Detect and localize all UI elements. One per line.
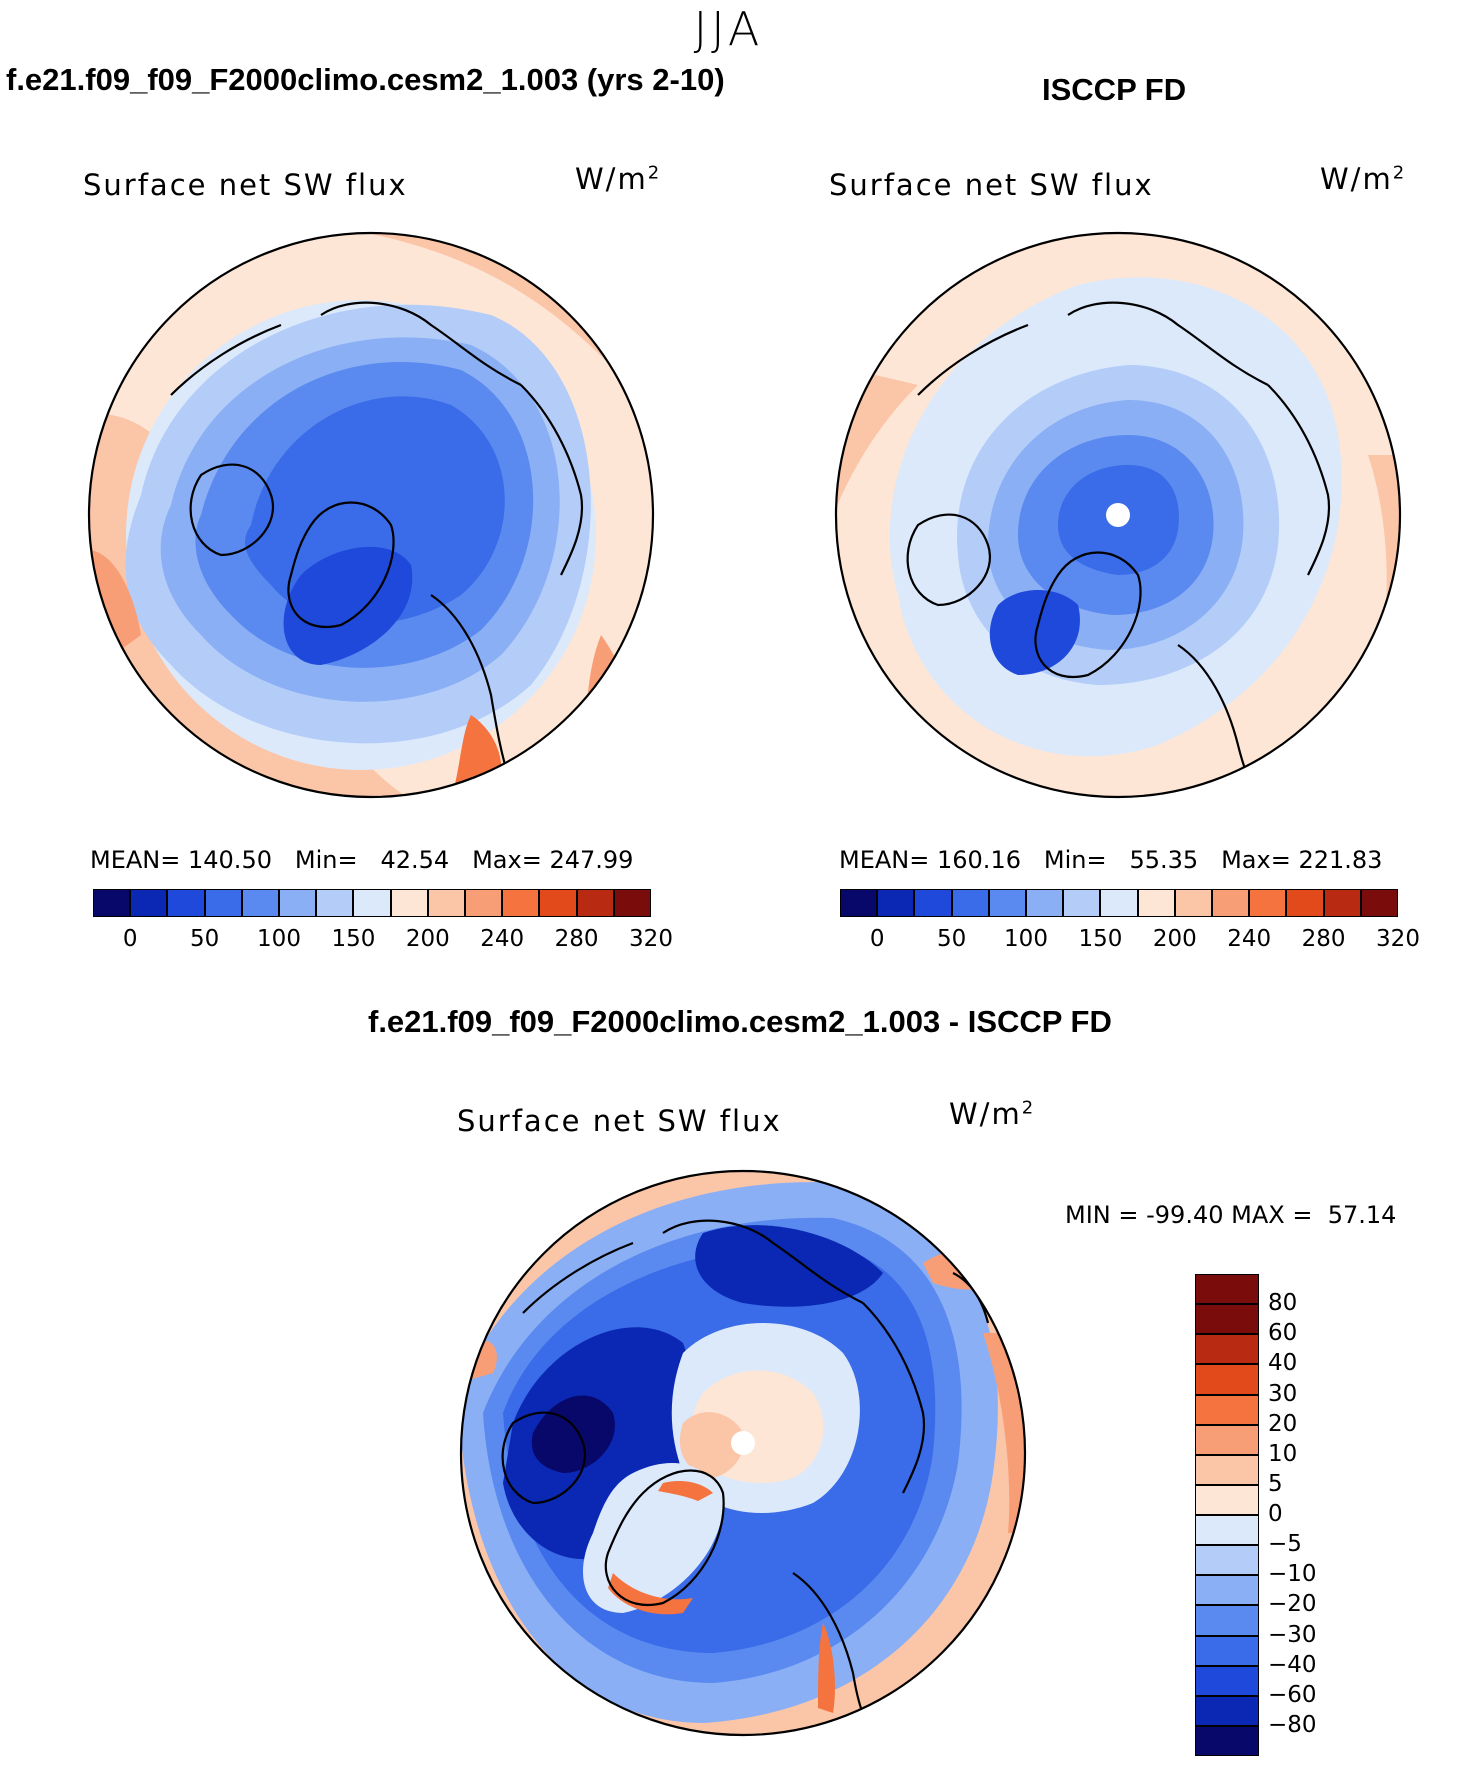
colorbar-label: 60 bbox=[1268, 1320, 1298, 1347]
colorbar-label: 320 bbox=[1376, 926, 1420, 952]
obs-units: W/m2 bbox=[1320, 162, 1407, 196]
diff-minmax: MIN = -99.40 MAX = 57.14 bbox=[1065, 1201, 1397, 1229]
colorbar-label: 0 bbox=[869, 926, 885, 952]
diff-colorbar-labels: 80 60 40 30 20 10 5 0 −5 −10 −20 −30 −40 −60 −80 bbox=[1268, 1274, 1348, 1756]
model-units: W/m2 bbox=[575, 162, 662, 196]
colorbar-swatch bbox=[1323, 889, 1361, 917]
colorbar-swatch bbox=[1212, 889, 1250, 917]
colorbar-label: −5 bbox=[1268, 1531, 1302, 1558]
colorbar-label: 10 bbox=[1268, 1440, 1298, 1467]
obs-variable-title: Surface net SW flux bbox=[829, 168, 1154, 202]
model-stats: MEAN= 140.50 Min= 42.54 Max= 247.99 bbox=[90, 846, 634, 874]
colorbar-swatch bbox=[1195, 1515, 1259, 1546]
diff-title: f.e21.f09_f09_F2000climo.cesm2_1.003 - I… bbox=[368, 1004, 1112, 1039]
diff-units: W/m2 bbox=[949, 1097, 1036, 1131]
colorbar-label: 240 bbox=[1227, 926, 1272, 952]
colorbar-swatch bbox=[1195, 1575, 1259, 1606]
colorbar-label: −10 bbox=[1268, 1561, 1317, 1588]
colorbar-label: −80 bbox=[1268, 1711, 1317, 1738]
colorbar-swatch bbox=[427, 889, 465, 917]
colorbar-swatch bbox=[840, 889, 878, 917]
colorbar-swatch bbox=[1195, 1454, 1259, 1485]
colorbar-label: 30 bbox=[1268, 1380, 1298, 1407]
obs-stats: MEAN= 160.16 Min= 55.35 Max= 221.83 bbox=[839, 846, 1383, 874]
colorbar-swatch bbox=[1195, 1334, 1259, 1365]
colorbar-label: 280 bbox=[1301, 926, 1346, 952]
colorbar-label: 320 bbox=[629, 926, 673, 952]
colorbar-swatch bbox=[1195, 1364, 1259, 1395]
colorbar-swatch bbox=[1063, 889, 1101, 917]
colorbar-label: 50 bbox=[936, 926, 967, 952]
model-colorbar-labels: 0 50 100 150 200 240 280 320 bbox=[93, 926, 673, 956]
colorbar-swatch bbox=[1360, 889, 1398, 917]
colorbar-swatch bbox=[1174, 889, 1212, 917]
colorbar-swatch bbox=[1026, 889, 1064, 917]
colorbar-label: 100 bbox=[257, 926, 301, 952]
colorbar-swatch bbox=[502, 889, 540, 917]
colorbar-swatch bbox=[914, 889, 952, 917]
colorbar-label: −60 bbox=[1268, 1681, 1317, 1708]
colorbar-swatch bbox=[353, 889, 391, 917]
colorbar-swatch bbox=[1195, 1484, 1259, 1515]
colorbar-swatch bbox=[877, 889, 915, 917]
colorbar-swatch bbox=[988, 889, 1026, 917]
colorbar-swatch bbox=[241, 889, 279, 917]
colorbar-label: 150 bbox=[331, 926, 376, 952]
colorbar-label: 200 bbox=[1152, 926, 1197, 952]
colorbar-swatch bbox=[1195, 1304, 1259, 1335]
colorbar-label: −20 bbox=[1268, 1591, 1317, 1618]
colorbar-swatch bbox=[951, 889, 989, 917]
model-colorbar bbox=[93, 889, 651, 917]
colorbar-swatch bbox=[1195, 1665, 1259, 1696]
obs-colorbar-labels: 0 50 100 150 200 240 280 320 bbox=[840, 926, 1420, 956]
colorbar-swatch bbox=[1195, 1695, 1259, 1726]
model-polar-map bbox=[87, 231, 655, 799]
colorbar-swatch bbox=[93, 889, 131, 917]
colorbar-swatch bbox=[539, 889, 577, 917]
colorbar-label: 80 bbox=[1268, 1290, 1298, 1317]
colorbar-swatch bbox=[1195, 1274, 1259, 1305]
colorbar-label: 100 bbox=[1004, 926, 1048, 952]
colorbar-label: 0 bbox=[122, 926, 138, 952]
colorbar-swatch bbox=[1195, 1635, 1259, 1666]
colorbar-swatch bbox=[1286, 889, 1324, 917]
colorbar-label: −30 bbox=[1268, 1621, 1317, 1648]
colorbar-swatch bbox=[130, 889, 168, 917]
colorbar-swatch bbox=[1137, 889, 1175, 917]
obs-colorbar bbox=[840, 889, 1398, 917]
obs-polar-map bbox=[834, 231, 1402, 799]
model-case-title: f.e21.f09_f09_F2000climo.cesm2_1.003 (yr… bbox=[6, 62, 725, 97]
colorbar-swatch bbox=[390, 889, 428, 917]
diff-polar-map bbox=[459, 1169, 1027, 1737]
colorbar-swatch bbox=[1195, 1394, 1259, 1425]
colorbar-label: 50 bbox=[189, 926, 220, 952]
colorbar-label: 5 bbox=[1268, 1470, 1283, 1497]
colorbar-swatch bbox=[1249, 889, 1287, 917]
colorbar-swatch bbox=[167, 889, 205, 917]
diff-colorbar bbox=[1195, 1274, 1259, 1756]
colorbar-swatch bbox=[613, 889, 651, 917]
colorbar-label: 20 bbox=[1268, 1410, 1298, 1437]
colorbar-swatch bbox=[576, 889, 614, 917]
model-variable-title: Surface net SW flux bbox=[83, 168, 408, 202]
colorbar-label: 40 bbox=[1268, 1350, 1298, 1377]
colorbar-swatch bbox=[1195, 1545, 1259, 1576]
colorbar-swatch bbox=[279, 889, 317, 917]
colorbar-label: 280 bbox=[554, 926, 599, 952]
colorbar-label: 200 bbox=[405, 926, 450, 952]
colorbar-swatch bbox=[465, 889, 503, 917]
colorbar-label: 0 bbox=[1268, 1501, 1283, 1527]
diff-variable-title: Surface net SW flux bbox=[457, 1104, 782, 1138]
colorbar-label: −40 bbox=[1268, 1651, 1317, 1678]
colorbar-swatch bbox=[1195, 1725, 1259, 1756]
colorbar-swatch bbox=[1100, 889, 1138, 917]
colorbar-label: 150 bbox=[1078, 926, 1123, 952]
colorbar-swatch bbox=[1195, 1605, 1259, 1636]
season-title: JJA bbox=[693, 2, 764, 56]
colorbar-label: 240 bbox=[480, 926, 525, 952]
colorbar-swatch bbox=[1195, 1424, 1259, 1455]
obs-case-title: ISCCP FD bbox=[1042, 72, 1187, 107]
colorbar-swatch bbox=[204, 889, 242, 917]
colorbar-swatch bbox=[316, 889, 354, 917]
